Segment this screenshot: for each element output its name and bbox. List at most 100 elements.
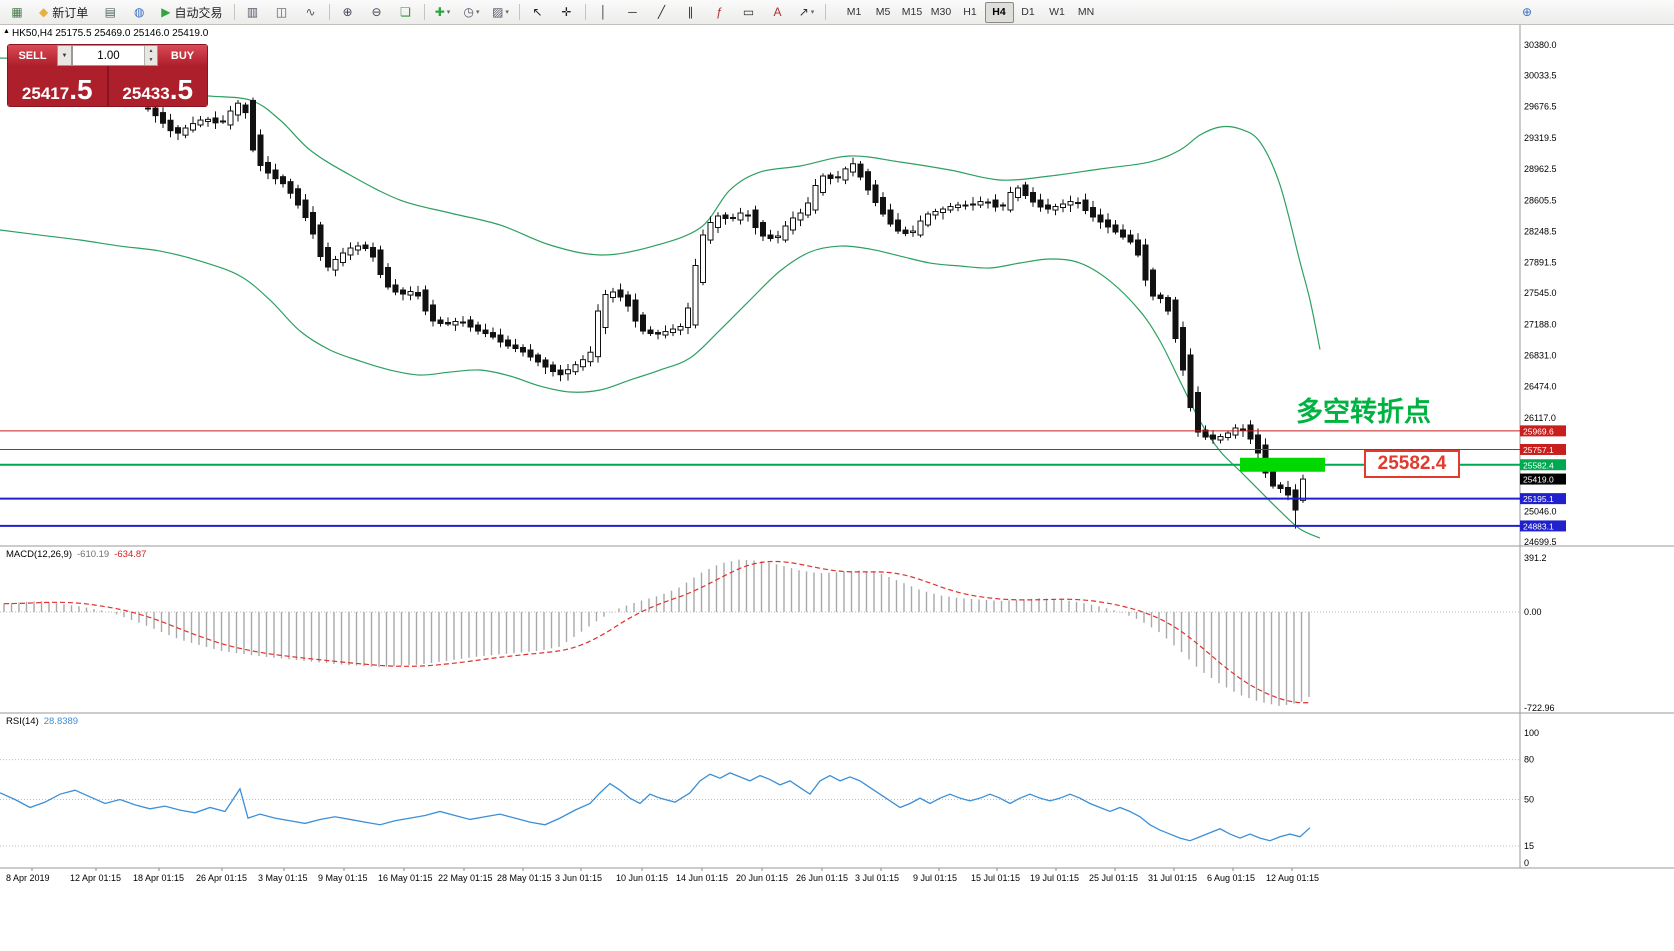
toolbar-separator: [328, 4, 330, 20]
toolbar-separator: [824, 4, 826, 20]
svg-text:30380.0: 30380.0: [1524, 40, 1557, 50]
crosshair-button[interactable]: ✛: [553, 1, 581, 23]
zoom-in-button[interactable]: ⊕: [334, 1, 362, 23]
market-watch-button[interactable]: ◍: [125, 1, 153, 23]
price-tag-25757.1: [1520, 443, 1566, 455]
highlight-rectangle[interactable]: [1240, 457, 1325, 472]
periods-button[interactable]: ◷ ▾: [458, 1, 486, 23]
svg-text:27188.0: 27188.0: [1524, 319, 1557, 329]
svg-text:24883.1: 24883.1: [1523, 521, 1554, 531]
timeframe-group: M1 M5 M15 M30 H1 H4 D1 W1 MN: [840, 1, 1101, 23]
new-chart-button[interactable]: ▦: [3, 1, 31, 23]
svg-text:9 Jul 01:15: 9 Jul 01:15: [913, 873, 957, 883]
text-label-button[interactable]: A: [764, 1, 792, 23]
price-tag-24883.1: [1520, 520, 1566, 532]
volume-increase-button[interactable]: ▲: [148, 47, 154, 54]
buy-button[interactable]: BUY: [158, 45, 207, 66]
timeframe-m5[interactable]: M5: [875, 6, 891, 18]
equidistant-channel-button[interactable]: ∥: [677, 1, 705, 23]
svg-text:18 Apr 01:15: 18 Apr 01:15: [133, 873, 184, 883]
toolbar-separator: [233, 4, 235, 20]
svg-text:28248.5: 28248.5: [1524, 226, 1557, 236]
svg-text:15: 15: [1524, 841, 1534, 851]
volume-input[interactable]: 1.00: [97, 49, 120, 62]
svg-text:25195.1: 25195.1: [1523, 494, 1554, 504]
svg-text:6 Aug 01:15: 6 Aug 01:15: [1207, 873, 1255, 883]
shapes-button[interactable]: ▭: [735, 1, 763, 23]
zoom-out-button[interactable]: ⊖: [363, 1, 391, 23]
trendline-icon: ╱: [657, 5, 666, 19]
sell-price-fraction: .5: [69, 74, 93, 106]
sell-button[interactable]: SELL: [8, 45, 57, 66]
svg-text:9 May 01:15: 9 May 01:15: [318, 873, 368, 883]
chart-symbol-period: HK50,H4: [12, 28, 53, 39]
horizontal-line-button[interactable]: ─: [619, 1, 647, 23]
svg-text:27545.0: 27545.0: [1524, 288, 1557, 298]
cursor-button[interactable]: ↖: [524, 1, 552, 23]
svg-text:26 Apr 01:15: 26 Apr 01:15: [196, 873, 247, 883]
chart-window-button[interactable]: ▤: [96, 1, 124, 23]
svg-text:100: 100: [1524, 728, 1539, 738]
buy-price-fraction: .5: [169, 74, 194, 106]
svg-text:28605.5: 28605.5: [1524, 195, 1557, 205]
rsi-indicator: 100 80 50 15 0: [0, 728, 1539, 868]
caret-down-icon: ▾: [475, 9, 480, 16]
svg-text:25046.0: 25046.0: [1524, 507, 1557, 517]
svg-text:3 Jun 01:15: 3 Jun 01:15: [555, 873, 602, 883]
svg-text:0.00: 0.00: [1524, 607, 1542, 617]
candlestick-chart-button[interactable]: ◫: [268, 1, 296, 23]
date-axis[interactable]: 8 Apr 2019 12 Apr 01:15 18 Apr 01:15 26 Apr…: [6, 868, 1319, 883]
price-axis[interactable]: 30380.0 30033.5 29676.5 29319.5 28962.5 28605…: [1520, 40, 1566, 547]
tile-windows-icon: ❏: [400, 5, 411, 19]
svg-text:0: 0: [1524, 858, 1529, 868]
bollinger-upper-line: [0, 57, 1321, 350]
bollinger-bands: [0, 57, 1321, 539]
timeframe-m1[interactable]: M1: [846, 6, 862, 18]
chart-ohlc-values: 25175.5 25469.0 25146.0 25419.0: [55, 28, 209, 39]
bar-chart-icon: ▥: [246, 5, 259, 19]
autotrading-label: 自动交易: [174, 5, 223, 20]
new-order-button[interactable]: ◆ 新订单: [32, 1, 95, 23]
macd-indicator: 391.2 0.00 -722.96: [0, 553, 1555, 713]
svg-text:3 Jul 01:15: 3 Jul 01:15: [855, 873, 899, 883]
new-chart-icon: ▦: [11, 5, 23, 19]
price-divider: [106, 66, 109, 106]
arrows-button[interactable]: ↗ ▾: [793, 1, 821, 23]
line-chart-button[interactable]: ∿: [297, 1, 325, 23]
timeframe-m15[interactable]: M15: [901, 6, 923, 18]
fibonacci-button[interactable]: ƒ: [706, 1, 734, 23]
timeframe-mn[interactable]: MN: [1077, 6, 1095, 18]
macd-histogram: [3, 559, 1310, 706]
svg-text:-722.96: -722.96: [1524, 703, 1555, 713]
svg-text:14 Jun 01:15: 14 Jun 01:15: [676, 873, 728, 883]
volume-dropdown-button[interactable]: ▼: [57, 45, 72, 66]
svg-text:29676.5: 29676.5: [1524, 102, 1557, 112]
vertical-line-button[interactable]: │: [590, 1, 618, 23]
symbol-search-button[interactable]: ⊕: [1513, 1, 1541, 23]
tile-windows-button[interactable]: ❏: [392, 1, 420, 23]
svg-text:15 Jul 01:15: 15 Jul 01:15: [971, 873, 1020, 883]
timeframe-h1[interactable]: H1: [963, 6, 977, 18]
macd-label: MACD(12,26,9) -610.19 -634.87: [6, 549, 146, 560]
buy-price[interactable]: 25433 .5: [109, 66, 208, 106]
volume-stepper: ▲ ▼: [144, 46, 157, 65]
indicators-button[interactable]: ✚ ▾: [429, 1, 457, 23]
timeframe-m30[interactable]: M30: [930, 6, 952, 18]
macd-main-value: -610.19: [77, 549, 110, 560]
volume-decrease-button[interactable]: ▼: [148, 57, 154, 64]
autotrading-button[interactable]: ▶ 自动交易: [154, 1, 229, 23]
templates-button[interactable]: ▨ ▾: [487, 1, 515, 23]
bollinger-lower-line: [0, 229, 1321, 539]
trendline-button[interactable]: ╱: [648, 1, 676, 23]
timeframe-d1[interactable]: D1: [1021, 6, 1035, 18]
svg-text:24699.5: 24699.5: [1524, 537, 1557, 547]
timeframe-h4[interactable]: H4: [984, 1, 1014, 23]
svg-text:12 Aug 01:15: 12 Aug 01:15: [1266, 873, 1319, 883]
timeframe-w1[interactable]: W1: [1049, 6, 1065, 18]
bar-chart-button[interactable]: ▥: [239, 1, 267, 23]
macd-signal-value: -634.87: [114, 549, 147, 560]
vertical-line-icon: │: [599, 5, 608, 19]
shapes-icon: ▭: [742, 5, 755, 19]
price-tag-25969.6: [1520, 425, 1566, 437]
sell-price[interactable]: 25417 .5: [8, 66, 107, 106]
